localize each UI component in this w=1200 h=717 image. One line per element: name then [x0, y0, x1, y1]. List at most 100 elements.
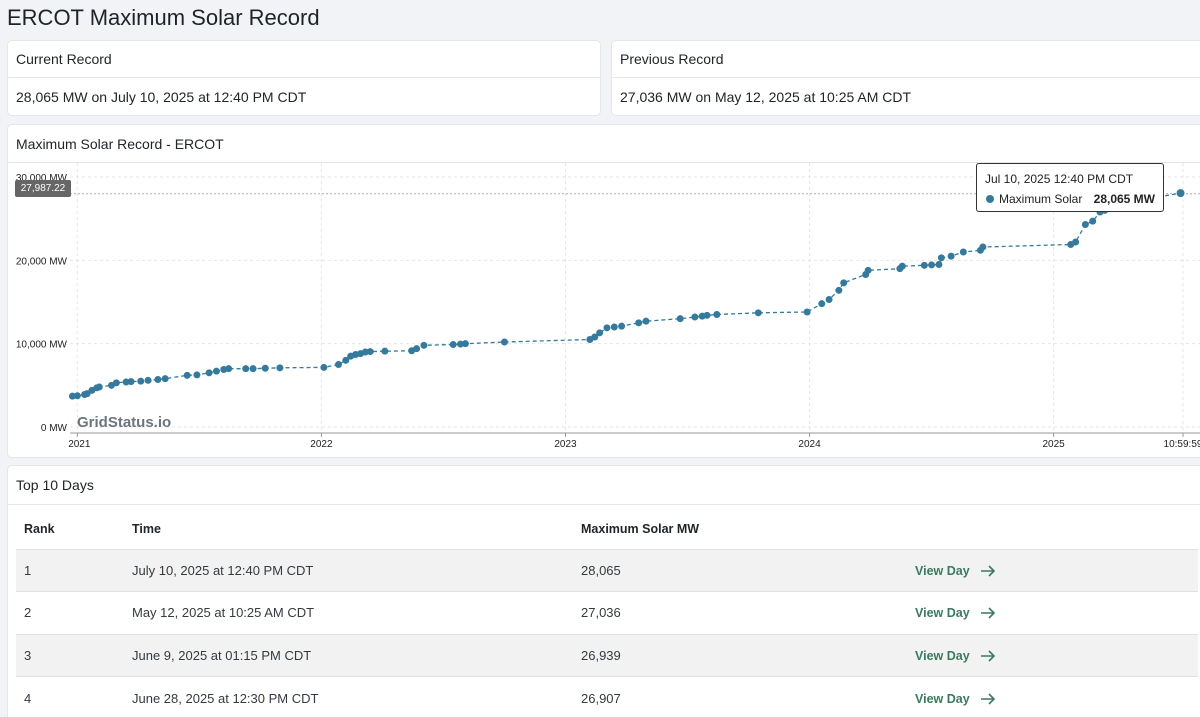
data-point[interactable] [381, 347, 389, 355]
table-row: 4 June 28, 2025 at 12:30 PM CDT 26,907 V… [16, 676, 1198, 717]
data-point[interactable] [947, 252, 955, 260]
previous-record-title: Previous Record [612, 41, 1200, 78]
data-point[interactable] [276, 364, 284, 372]
data-point[interactable] [205, 369, 213, 377]
rank-cell: 2 [16, 591, 132, 634]
data-point[interactable] [342, 356, 350, 364]
view-day-label: View Day [915, 691, 970, 706]
y-tick-label: 0 MW [41, 423, 68, 434]
current-record-card: Current Record 28,065 MW on July 10, 202… [7, 40, 601, 116]
data-point[interactable] [249, 365, 257, 373]
x-tick-label: 2025 [1043, 439, 1066, 450]
data-point[interactable] [366, 348, 374, 356]
data-point[interactable] [935, 261, 943, 268]
data-point[interactable] [112, 379, 120, 387]
data-point[interactable] [193, 371, 201, 379]
data-point[interactable] [864, 266, 872, 274]
view-day-link[interactable]: View Day [915, 564, 996, 578]
view-day-link[interactable]: View Day [915, 606, 996, 620]
data-point[interactable] [161, 375, 169, 383]
data-point[interactable] [73, 392, 81, 400]
previous-record-card: Previous Record 27,036 MW on May 12, 202… [611, 40, 1200, 116]
tooltip-series: Maximum Solar [999, 192, 1083, 206]
watermark: GridStatus.io [77, 414, 171, 431]
data-point[interactable] [803, 308, 811, 316]
data-point[interactable] [979, 243, 987, 251]
data-point[interactable] [1176, 189, 1185, 198]
view-day-link[interactable]: View Day [915, 692, 996, 706]
data-point[interactable] [420, 341, 428, 349]
view-day-link[interactable]: View Day [915, 649, 996, 663]
view-day-label: View Day [915, 563, 970, 578]
data-point[interactable] [959, 248, 967, 256]
data-point[interactable] [242, 365, 250, 373]
data-point[interactable] [610, 323, 618, 331]
series-line-maximum-solar [72, 192, 1181, 397]
data-point[interactable] [137, 377, 145, 385]
arrow-right-icon [980, 565, 995, 577]
data-point[interactable] [898, 262, 906, 270]
data-point[interactable] [320, 363, 328, 371]
data-point[interactable] [1072, 238, 1080, 246]
data-point[interactable] [642, 317, 650, 325]
data-point[interactable] [691, 313, 699, 321]
crosshair-value-label: 27,987.22 [15, 180, 71, 197]
data-point[interactable] [95, 383, 103, 391]
data-point[interactable] [1089, 217, 1097, 225]
data-point[interactable] [818, 300, 826, 308]
data-point[interactable] [1081, 221, 1089, 228]
y-tick-label: 10,000 MW [16, 340, 68, 351]
data-point[interactable] [928, 261, 936, 269]
action-cell: View Day [915, 676, 1198, 717]
page-title: ERCOT Maximum Solar Record [7, 5, 320, 30]
view-day-label: View Day [915, 606, 970, 621]
data-point[interactable] [591, 333, 599, 341]
tooltip-value: 28,065 MW [1093, 192, 1155, 206]
x-tick-label: 10:59:59 [1164, 439, 1200, 450]
data-point[interactable] [413, 345, 421, 353]
table-row: 2 May 12, 2025 at 10:25 AM CDT 27,036 Vi… [16, 591, 1198, 634]
data-point[interactable] [676, 315, 684, 323]
table-row: 3 June 9, 2025 at 01:15 PM CDT 26,939 Vi… [16, 633, 1198, 677]
legend-dot-icon [986, 195, 994, 203]
mw-cell: 26,907 [581, 676, 915, 717]
data-point[interactable] [500, 338, 508, 346]
data-point[interactable] [835, 286, 843, 294]
top-10-table: Rank Time Maximum Solar MW 1 July 10, 20… [16, 509, 1198, 717]
data-point[interactable] [183, 371, 191, 379]
top-10-title: Top 10 Days [8, 466, 1200, 505]
table-row: 1 July 10, 2025 at 12:40 PM CDT 28,065 V… [16, 548, 1198, 592]
data-point[interactable] [144, 376, 152, 384]
data-point[interactable] [825, 296, 833, 303]
data-point[interactable] [261, 364, 269, 372]
data-point[interactable] [618, 322, 626, 330]
x-tick-label: 2021 [68, 439, 91, 450]
column-header-time: Time [132, 521, 161, 536]
previous-record-value: 27,036 MW on May 12, 2025 at 10:25 AM CD… [620, 89, 912, 105]
data-point[interactable] [461, 340, 469, 348]
data-point[interactable] [334, 361, 342, 368]
data-point[interactable] [127, 378, 135, 386]
current-record-title: Current Record [8, 41, 600, 78]
data-point[interactable] [754, 309, 762, 317]
data-point[interactable] [83, 390, 91, 398]
data-point[interactable] [937, 254, 945, 262]
column-header-rank: Rank [24, 521, 55, 536]
solar-record-chart[interactable]: 0 MW 10,000 MW 20,000 MW 30,000 MW 2021 2022 2… [8, 125, 1200, 458]
data-point[interactable] [154, 376, 162, 383]
data-point[interactable] [212, 367, 220, 375]
time-cell: July 10, 2025 at 12:40 PM CDT [132, 548, 581, 592]
data-point[interactable] [635, 319, 643, 327]
data-point[interactable] [713, 311, 721, 318]
data-point[interactable] [920, 261, 928, 269]
data-point[interactable] [703, 311, 711, 319]
data-point[interactable] [840, 279, 848, 287]
mw-cell: 26,939 [581, 633, 915, 677]
data-point[interactable] [225, 365, 233, 373]
chart-title: Maximum Solar Record - ERCOT [8, 125, 1200, 163]
data-point[interactable] [603, 324, 611, 332]
data-point[interactable] [596, 329, 604, 337]
data-point[interactable] [449, 341, 457, 348]
column-header-action [915, 509, 1198, 549]
arrow-right-icon [980, 692, 995, 705]
